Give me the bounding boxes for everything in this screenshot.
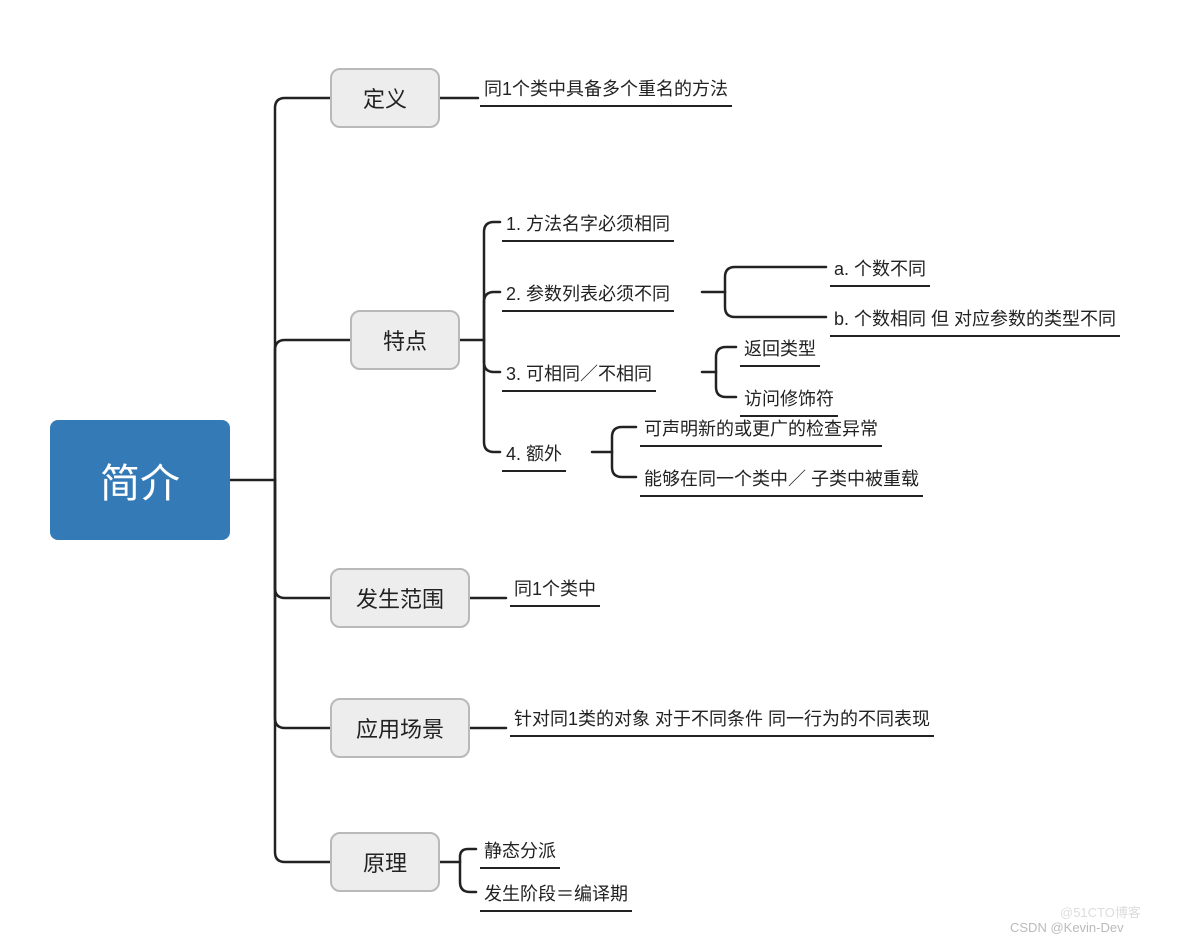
leaf-feat-3a: 返回类型 [740, 335, 820, 367]
leaf-feat-4: 4. 额外 [502, 440, 566, 472]
branch-definition: 定义 [330, 68, 440, 128]
leaf-feat-2b: b. 个数相同 但 对应参数的类型不同 [830, 305, 1120, 337]
branch-label: 发生范围 [356, 582, 444, 614]
branch-features: 特点 [350, 310, 460, 370]
watermark-1: CSDN @Kevin-Dev [1010, 920, 1124, 935]
root-label: 简介 [100, 451, 180, 509]
branch-scope: 发生范围 [330, 568, 470, 628]
leaf-scope-1: 同1个类中 [510, 575, 600, 607]
leaf-def-1: 同1个类中具备多个重名的方法 [480, 75, 732, 107]
leaf-feat-3b: 访问修饰符 [740, 385, 838, 417]
leaf-feat-4a: 可声明新的或更广的检查异常 [640, 415, 882, 447]
leaf-feat-1: 1. 方法名字必须相同 [502, 210, 674, 242]
root-node: 简介 [50, 420, 230, 540]
branch-label: 定义 [363, 82, 407, 114]
leaf-feat-4b: 能够在同一个类中／ 子类中被重载 [640, 465, 923, 497]
leaf-feat-3: 3. 可相同／不相同 [502, 360, 656, 392]
watermark-2: @51CTO博客 [1060, 902, 1141, 921]
branch-scenario: 应用场景 [330, 698, 470, 758]
leaf-feat-2: 2. 参数列表必须不同 [502, 280, 674, 312]
leaf-prin-1: 静态分派 [480, 837, 560, 869]
branch-label: 原理 [363, 846, 407, 878]
leaf-feat-2a: a. 个数不同 [830, 255, 930, 287]
branch-principle: 原理 [330, 832, 440, 892]
branch-label: 应用场景 [356, 712, 444, 744]
branch-label: 特点 [383, 324, 427, 356]
leaf-prin-2: 发生阶段＝编译期 [480, 880, 632, 912]
leaf-scene-1: 针对同1类的对象 对于不同条件 同一行为的不同表现 [510, 705, 934, 737]
